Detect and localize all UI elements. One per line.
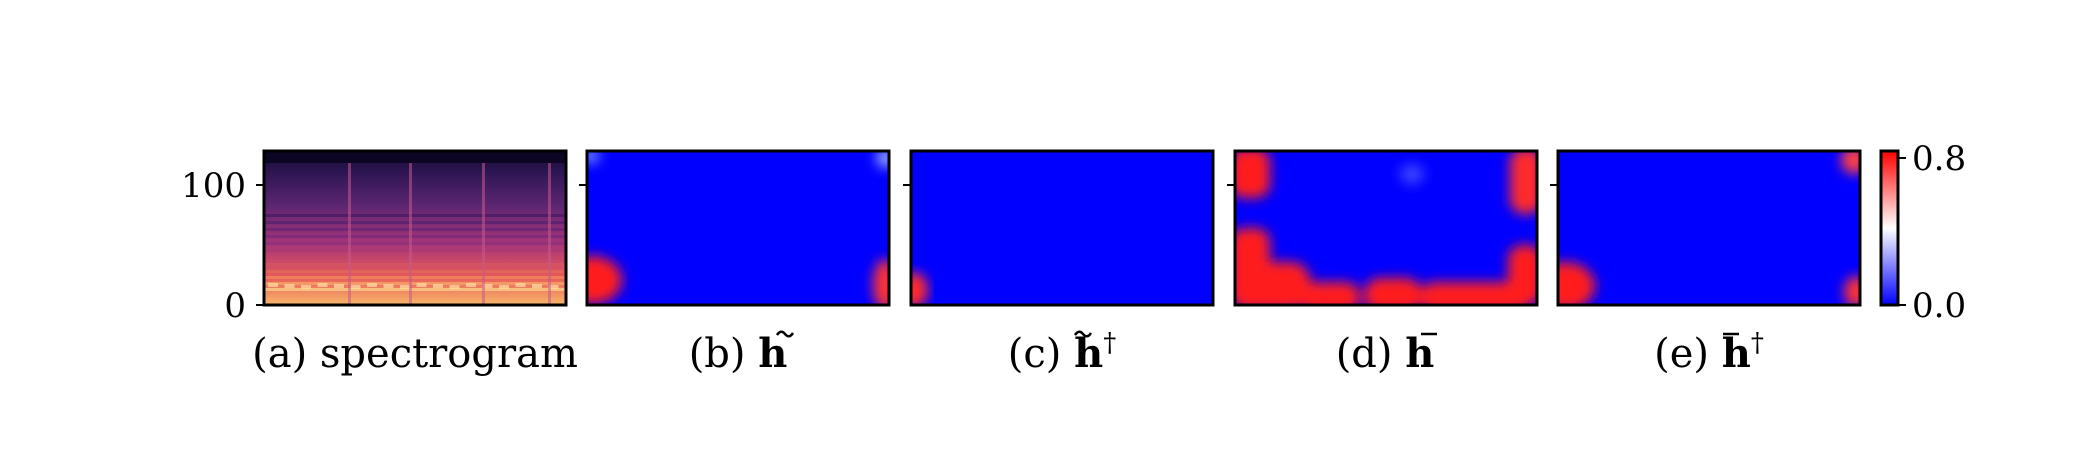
spectrogram-band: [264, 249, 566, 252]
spectrogram-band: [264, 214, 566, 217]
spectrogram-energy-spot: [466, 283, 476, 287]
spectrogram-top-dark: [264, 151, 566, 163]
colorbar: 0.8 0.0: [1879, 139, 1966, 326]
heatmap-e-blob-bottom-left: [1558, 262, 1595, 305]
heatmap-d-blob-bottom-right: [1420, 282, 1530, 305]
spectrogram-onset-stripe: [548, 161, 551, 305]
spectrogram-energy-spot: [367, 283, 377, 287]
axes-frame-d: [1233, 149, 1539, 307]
spectrogram-energy-spot: [268, 283, 278, 287]
heatmap-e-blob-bottom-right: [1844, 276, 1860, 305]
spectrogram-band: [264, 228, 566, 231]
caption-b-symbol: h: [758, 330, 787, 377]
spectrogram-energy-spot: [515, 283, 526, 287]
caption-e: (e) h†: [1654, 328, 1764, 377]
heatmap-d-blob-top-right: [1510, 151, 1537, 214]
spectrogram-energy-spot: [350, 285, 361, 289]
colorbar-label-high: 0.8: [1912, 139, 1966, 179]
caption-e-dagger: †: [1751, 328, 1764, 358]
spectrogram-energy-spot: [449, 285, 460, 289]
caption-c: (c) h†: [1008, 328, 1116, 377]
spectrogram-onset-stripe: [409, 161, 412, 305]
caption-c-tilde-accent: [1073, 330, 1093, 338]
colorbar-gradient: [1881, 151, 1898, 305]
spectrogram-band: [264, 270, 566, 273]
spectrogram-energy-spot: [548, 285, 559, 289]
heatmap-b-blob-bottom-right: [873, 259, 889, 305]
heatmap-d-blob-right-lower: [1508, 245, 1537, 305]
caption-d-symbol: h: [1405, 330, 1434, 377]
ytick-label-100: 100: [181, 166, 246, 206]
heatmap-d-blob-bottom-mid2: [1364, 278, 1422, 305]
spectrogram-band: [264, 263, 566, 266]
colorbar-label-low: 0.0: [1912, 286, 1966, 326]
caption-d-prefix: (d): [1336, 331, 1406, 377]
spectrogram-onset-stripe: [348, 161, 351, 305]
spectrogram-band: [264, 221, 566, 224]
spectrogram-band: [264, 276, 566, 279]
ytick-label-0: 0: [224, 286, 246, 326]
caption-c-prefix: (c): [1008, 331, 1074, 377]
colorbar-frame: [1879, 149, 1900, 307]
panel-e-heatmap: (e) h†: [1550, 149, 1862, 377]
spectrogram-band: [264, 242, 566, 245]
heatmap-d-blob-bottom-mid1: [1300, 282, 1360, 305]
spectrogram-energy-spot: [400, 285, 410, 289]
heatmap-c-background: [911, 151, 1213, 305]
caption-c-dagger: †: [1103, 328, 1116, 358]
caption-b-tilde-accent: [775, 330, 795, 338]
caption-a: (a) spectrogram: [252, 331, 578, 377]
spectrogram-energy-spot: [383, 284, 394, 288]
spectrogram-band: [264, 256, 566, 259]
caption-b-prefix: (b): [689, 331, 759, 377]
panel-c-heatmap: (c) h†: [903, 149, 1215, 377]
caption-b: (b) h: [689, 330, 788, 377]
heatmap-b-background: [587, 151, 889, 305]
heatmap-d-blob-top-left: [1235, 151, 1270, 198]
panel-a-spectrogram: 100 0 (a) spectrogram: [181, 149, 578, 377]
axes-frame-a: [262, 149, 568, 307]
spectrogram-band: [264, 288, 566, 291]
axes-frame-e: [1556, 149, 1862, 307]
spectrogram-energy-spot: [433, 284, 443, 288]
spectrogram-energy-spot: [532, 284, 542, 288]
spectrogram-band: [264, 282, 566, 285]
panel-b-heatmap: (b) h: [579, 149, 891, 377]
spectrogram-onset-stripe: [482, 161, 485, 305]
axes-frame-b: [585, 149, 891, 307]
panel-d-heatmap: (d) h: [1227, 149, 1539, 377]
heatmap-d-blob-bottom-left: [1235, 262, 1310, 305]
caption-e-prefix: (e): [1654, 331, 1722, 377]
caption-c-symbol: h: [1074, 330, 1103, 377]
spectrogram-energy-spot: [482, 284, 493, 288]
spectrogram-energy-spot: [284, 284, 295, 288]
spectrogram-energy-spot: [334, 284, 344, 288]
heatmap-e-blob-top-right: [1841, 151, 1860, 174]
spectrogram-energy-spot: [416, 283, 427, 287]
heatmap-b-glow-top-left: [587, 151, 600, 164]
heatmap-c-blob-bottom-left: [911, 272, 928, 305]
spectrogram-energy-spot: [301, 285, 311, 289]
caption-d: (d) h: [1336, 330, 1435, 377]
caption-e-symbol: h: [1722, 330, 1751, 377]
spectrogram-energy-spot: [499, 285, 509, 289]
heatmap-b-blob-bottom-left: [587, 256, 622, 304]
spectrogram-image: [264, 151, 566, 305]
spectrogram-energy-spot: [317, 283, 328, 287]
spectrogram-band: [264, 235, 566, 238]
heatmap-e-background: [1558, 151, 1860, 305]
heatmap-d-faint-spot: [1400, 164, 1424, 184]
axes-frame-c: [909, 149, 1215, 307]
heatmap-b-glow-top-right: [876, 151, 889, 168]
